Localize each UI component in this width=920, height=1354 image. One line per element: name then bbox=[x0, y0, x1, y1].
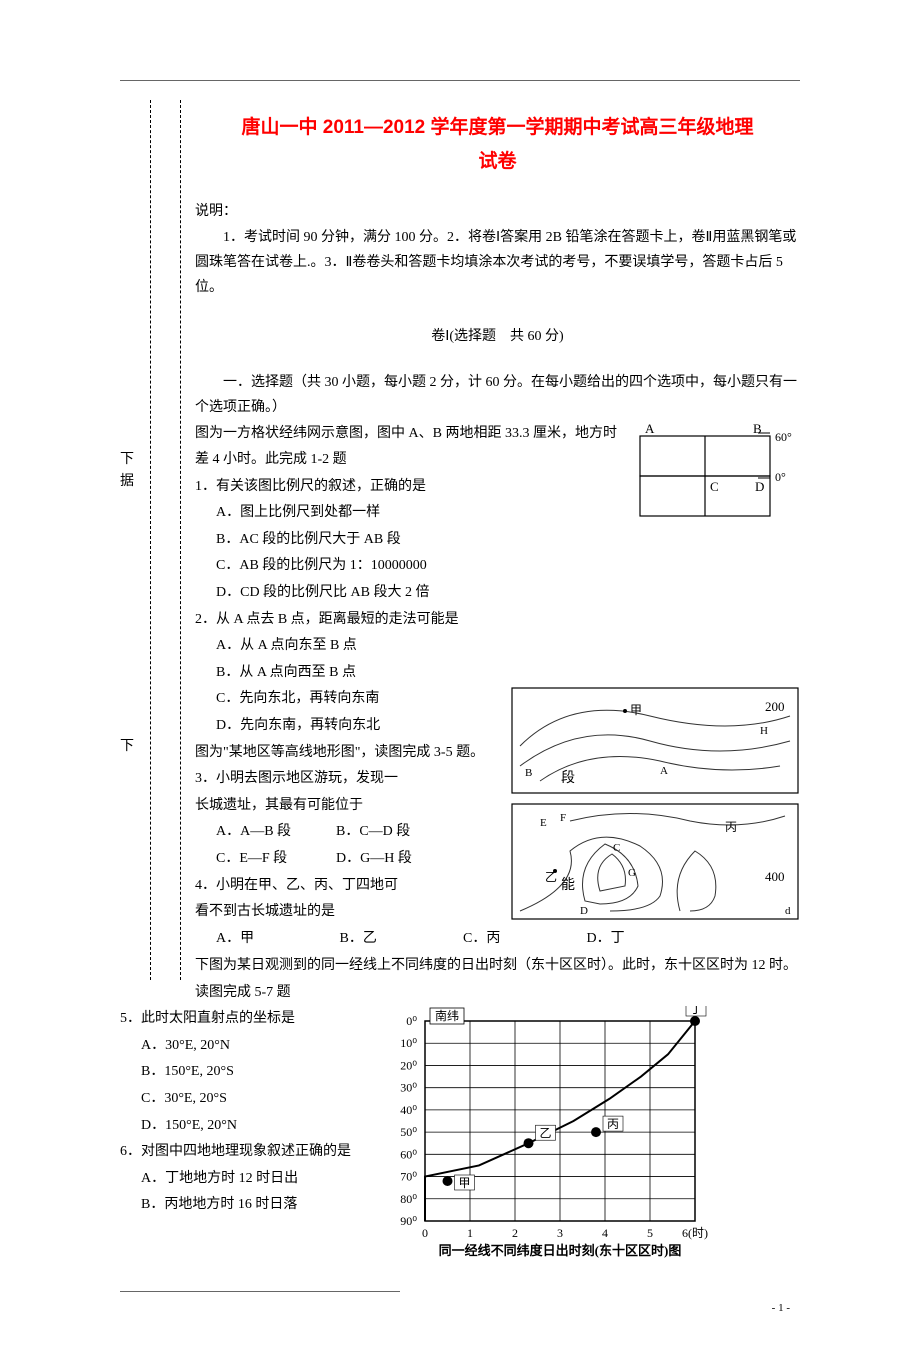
fig2-A: A bbox=[660, 765, 668, 777]
svg-text:4: 4 bbox=[602, 1226, 608, 1240]
svg-text:60⁰: 60⁰ bbox=[400, 1148, 417, 1162]
float-char-xia1: 下 bbox=[120, 448, 134, 468]
instr-label: 说明： bbox=[195, 199, 800, 224]
fig2-F: F bbox=[560, 812, 566, 824]
fig2-jia: 甲 bbox=[630, 703, 642, 717]
fig2-B: B bbox=[525, 767, 532, 779]
svg-text:丙: 丙 bbox=[607, 1117, 619, 1131]
instructions: 说明： 1．考试时间 90 分钟，满分 100 分。2．将卷Ⅰ答案用 2B 铅笔… bbox=[195, 199, 800, 300]
label-60: 60° bbox=[775, 430, 792, 444]
q2: 2．从 A 点去 B 点，距离最短的走法可能是 bbox=[195, 607, 800, 634]
q4-opts: A．甲 B．乙 C．丙 D．丁 bbox=[216, 926, 800, 953]
fig2-yi: 乙 bbox=[545, 870, 557, 884]
choice-intro: 一．选择题（共 30 小题，每小题 2 分，计 60 分。在每小题给出的四个选项… bbox=[195, 370, 800, 420]
svg-text:1: 1 bbox=[467, 1226, 473, 1240]
figure-grid-map: A B 60° C D 0° bbox=[630, 421, 800, 536]
fig2-G: G bbox=[628, 867, 636, 879]
q2-opt-b: B．从 A 点向西至 B 点 bbox=[216, 660, 800, 687]
svg-text:20⁰: 20⁰ bbox=[400, 1059, 417, 1073]
svg-text:0⁰: 0⁰ bbox=[406, 1014, 417, 1028]
svg-text:乙: 乙 bbox=[539, 1126, 551, 1140]
svg-text:6(时): 6(时) bbox=[682, 1226, 708, 1240]
figure-contour-map: 甲 200 H B A E F 丙 乙 C G D 400 d bbox=[510, 686, 800, 926]
bottom-rule bbox=[120, 1291, 400, 1292]
title-line1: 唐山一中 2011—2012 学年度第一学期期中考试高三年级地理 bbox=[195, 111, 800, 145]
svg-text:90⁰: 90⁰ bbox=[400, 1214, 417, 1228]
svg-text:2: 2 bbox=[512, 1226, 518, 1240]
top-rule bbox=[120, 80, 800, 81]
binding-line-2 bbox=[180, 100, 181, 980]
page-number: - 1 - bbox=[120, 1302, 800, 1314]
svg-text:丁: 丁 bbox=[690, 1006, 702, 1016]
svg-text:50⁰: 50⁰ bbox=[400, 1125, 417, 1139]
svg-text:70⁰: 70⁰ bbox=[400, 1170, 417, 1184]
q3-tail: 段 bbox=[561, 766, 575, 793]
label-D: D bbox=[755, 479, 764, 494]
section-header: 卷Ⅰ(选择题 共 60 分) bbox=[195, 325, 800, 345]
title-line2: 试卷 bbox=[195, 145, 800, 179]
fig2-bing: 丙 bbox=[725, 820, 737, 834]
figure-sunrise-chart: 0⁰ 10⁰ 20⁰ 30⁰ 40⁰ 50⁰ 60⁰ 70⁰ 80⁰ 90⁰ 0 1 2 3 4 5 6(时) 南… bbox=[370, 1006, 720, 1271]
svg-text:3: 3 bbox=[557, 1226, 563, 1240]
exam-title: 唐山一中 2011—2012 学年度第一学期期中考试高三年级地理 试卷 bbox=[195, 111, 800, 179]
q57-intro: 下图为某日观测到的同一经线上不同纬度的日出时刻（东十区区时）。此时，东十区区时为… bbox=[195, 953, 800, 1006]
fig2-E: E bbox=[540, 817, 547, 829]
svg-text:甲: 甲 bbox=[458, 1176, 470, 1190]
q4-tail: 能 bbox=[561, 873, 575, 900]
q1-opt-c: C．AB 段的比例尺为 1：10000000 bbox=[216, 553, 800, 580]
svg-text:d: d bbox=[785, 905, 791, 917]
float-char-ju: 据 bbox=[120, 470, 134, 490]
q2-opt-a: A．从 A 点向东至 B 点 bbox=[216, 633, 800, 660]
binding-line-1 bbox=[150, 100, 151, 980]
fig2-H: H bbox=[760, 725, 768, 737]
svg-text:10⁰: 10⁰ bbox=[400, 1036, 417, 1050]
svg-text:30⁰: 30⁰ bbox=[400, 1081, 417, 1095]
svg-text:80⁰: 80⁰ bbox=[400, 1192, 417, 1206]
fig2-200: 200 bbox=[765, 699, 785, 714]
svg-text:南纬: 南纬 bbox=[435, 1008, 459, 1023]
svg-text:0: 0 bbox=[422, 1226, 428, 1240]
svg-text:5: 5 bbox=[647, 1226, 653, 1240]
label-A: A bbox=[645, 421, 655, 436]
fig2-C: C bbox=[613, 842, 620, 854]
q1-opt-d: D．CD 段的比例尺比 AB 段大 2 倍 bbox=[216, 580, 800, 607]
label-B: B bbox=[753, 421, 762, 436]
svg-text:同一经线不同纬度日出时刻(东十区区时)图: 同一经线不同纬度日出时刻(东十区区时)图 bbox=[439, 1243, 682, 1258]
label-C: C bbox=[710, 479, 719, 494]
svg-text:40⁰: 40⁰ bbox=[400, 1103, 417, 1117]
fig2-400: 400 bbox=[765, 869, 785, 884]
label-0: 0° bbox=[775, 470, 786, 484]
float-char-xia2: 下 bbox=[120, 735, 134, 755]
instr-body: 1．考试时间 90 分钟，满分 100 分。2．将卷Ⅰ答案用 2B 铅笔涂在答题… bbox=[195, 225, 800, 301]
fig2-D: D bbox=[580, 905, 588, 917]
